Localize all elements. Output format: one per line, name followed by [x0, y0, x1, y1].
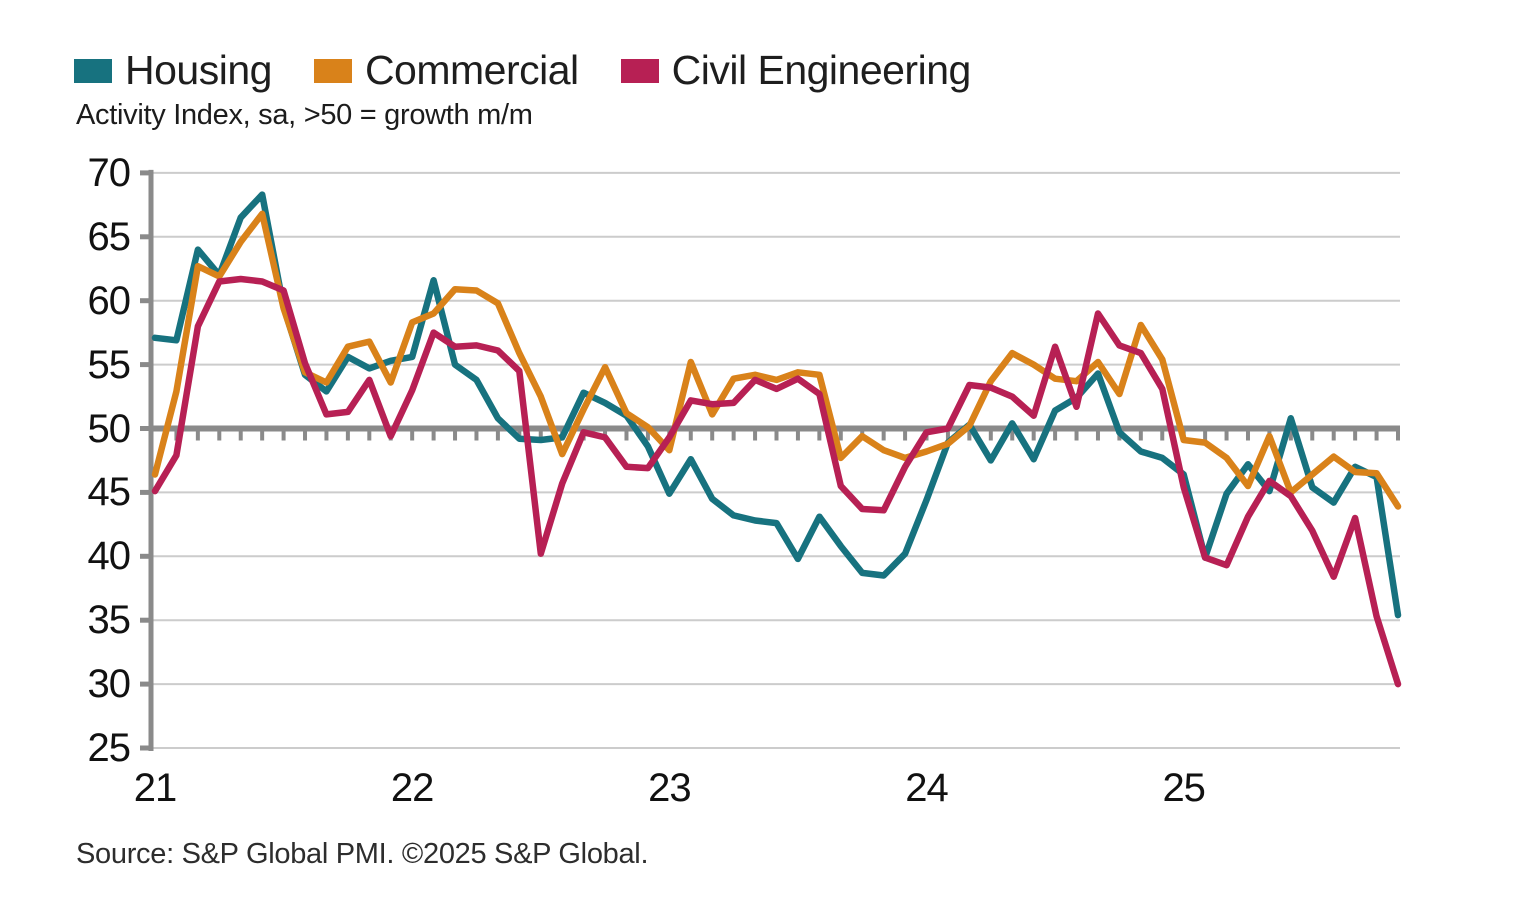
x-tick-label-21: 21: [133, 766, 178, 810]
x-tick-label-25: 25: [1162, 766, 1206, 810]
x-tick-label-24: 24: [905, 766, 949, 810]
y-tick-label-65: 65: [87, 214, 132, 259]
legend: Housing Commercial Civil Engineering: [74, 50, 971, 91]
y-tick-label-50: 50: [87, 406, 132, 451]
y-tick-label-70: 70: [87, 150, 132, 195]
y-tick-label-45: 45: [87, 470, 132, 515]
legend-label-civil-engineering: Civil Engineering: [671, 47, 972, 93]
legend-item-civil-engineering: Civil Engineering: [620, 47, 972, 93]
y-tick-label-60: 60: [87, 278, 132, 323]
legend-item-housing: Housing: [74, 50, 272, 91]
x-tick-label-23: 23: [648, 766, 692, 810]
commercial-swatch-icon: [313, 58, 352, 83]
y-tick-label-40: 40: [87, 534, 132, 579]
legend-label-commercial: Commercial: [364, 47, 579, 93]
series-line-commercial: [151, 210, 1402, 510]
housing-swatch-icon: [74, 58, 112, 83]
source-note: Source: S&P Global PMI. ©2025 S&P Global…: [76, 838, 649, 870]
y-tick-label-55: 55: [87, 342, 132, 387]
series-line-housing: [151, 191, 1402, 619]
y-tick-label-35: 35: [87, 598, 132, 643]
chart-subtitle: Activity Index, sa, >50 = growth m/m: [76, 99, 533, 131]
y-tick-label-30: 30: [87, 662, 132, 707]
legend-item-commercial: Commercial: [313, 47, 579, 93]
x-tick-label-22: 22: [390, 766, 435, 810]
civil-engineering-swatch-icon: [620, 58, 659, 83]
legend-label-housing: Housing: [125, 47, 272, 93]
y-tick-label-25: 25: [87, 726, 132, 770]
series-line-civil-engineering: [151, 275, 1402, 688]
